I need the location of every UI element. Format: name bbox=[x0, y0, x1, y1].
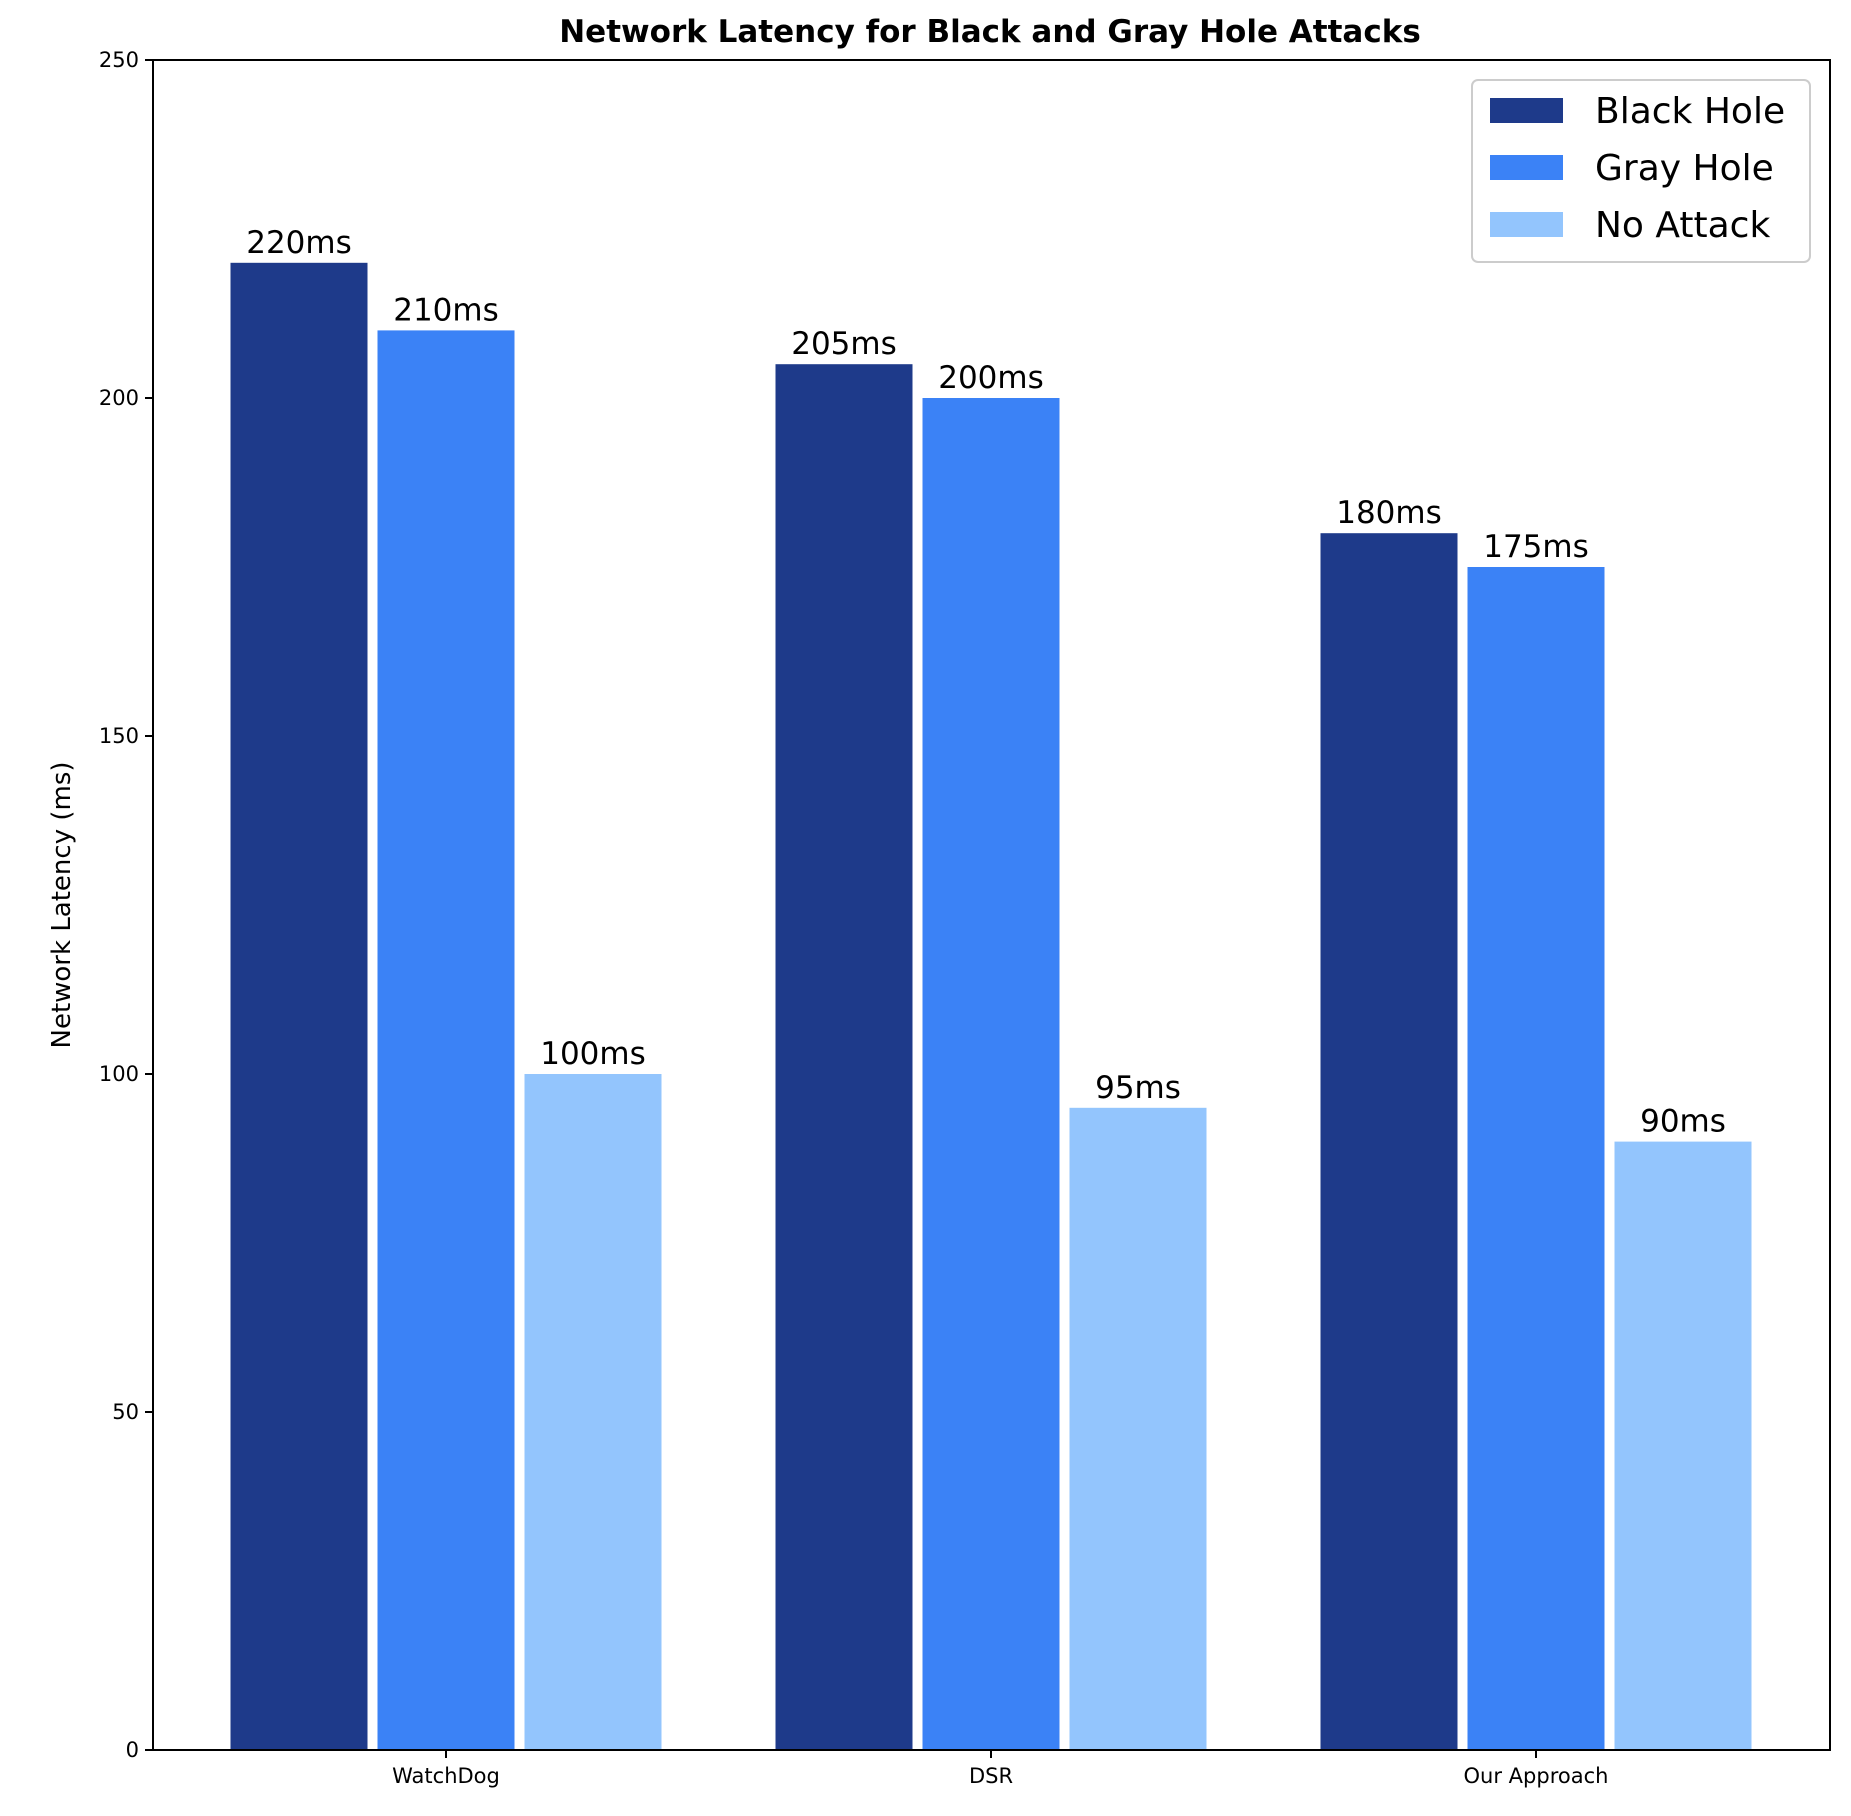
bar-black-hole-our-approach bbox=[1320, 533, 1458, 1751]
legend-swatch bbox=[1490, 212, 1563, 237]
axes: 0 50 100 150 200 250 WatchDog DSR Our Approach bbox=[99, 48, 1831, 1788]
data-label: 220ms bbox=[246, 225, 352, 261]
bar-no-attack-our-approach bbox=[1614, 1141, 1752, 1750]
x-tick-label: WatchDog bbox=[392, 1764, 500, 1788]
y-tick-label: 50 bbox=[112, 1400, 139, 1424]
data-label: 95ms bbox=[1095, 1070, 1181, 1106]
y-tick-label: 150 bbox=[99, 724, 139, 748]
y-tick-label: 200 bbox=[99, 386, 139, 410]
bar-no-attack-dsr bbox=[1069, 1107, 1207, 1750]
plot-area: 220ms 205ms 180ms 210ms 200ms 175ms 100ms 95ms 9… bbox=[230, 225, 1752, 1751]
legend: Black Hole Gray Hole No Attack bbox=[1471, 79, 1811, 263]
data-label: 210ms bbox=[393, 292, 499, 328]
legend-label: Black Hole bbox=[1595, 91, 1785, 132]
data-label: 90ms bbox=[1640, 1104, 1726, 1140]
legend-swatch bbox=[1490, 98, 1563, 123]
bar-gray-hole-watchdog bbox=[377, 330, 515, 1750]
data-label: 175ms bbox=[1483, 529, 1589, 565]
bar-gray-hole-our-approach bbox=[1467, 567, 1605, 1750]
data-label: 200ms bbox=[938, 360, 1044, 396]
y-tick-label: 250 bbox=[99, 48, 139, 72]
y-axis-label: Network Latency (ms) bbox=[47, 761, 77, 1048]
data-label: 100ms bbox=[540, 1036, 646, 1072]
legend-label: Gray Hole bbox=[1595, 148, 1774, 189]
bar-no-attack-watchdog bbox=[524, 1074, 662, 1750]
legend-label: No Attack bbox=[1595, 205, 1770, 246]
y-tick-label: 100 bbox=[99, 1062, 139, 1086]
bar-black-hole-dsr bbox=[775, 364, 913, 1751]
legend-swatch bbox=[1490, 155, 1563, 180]
x-tick-label: DSR bbox=[969, 1764, 1013, 1788]
y-tick-label: 0 bbox=[126, 1738, 139, 1762]
x-tick-label: Our Approach bbox=[1464, 1764, 1609, 1788]
bar-gray-hole-dsr bbox=[922, 398, 1060, 1750]
data-label: 180ms bbox=[1336, 495, 1442, 531]
data-label: 205ms bbox=[791, 326, 897, 362]
bar-black-hole-watchdog bbox=[230, 262, 368, 1750]
chart-title: Network Latency for Black and Gray Hole … bbox=[559, 14, 1421, 50]
